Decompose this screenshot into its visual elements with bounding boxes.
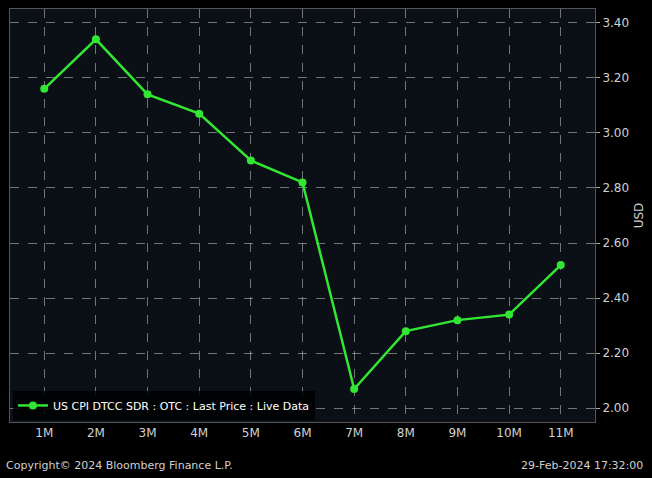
svg-text:2M: 2M <box>87 426 105 440</box>
svg-text:9M: 9M <box>448 426 466 440</box>
svg-text:5M: 5M <box>242 426 260 440</box>
svg-text:3.40: 3.40 <box>602 16 629 30</box>
svg-text:1M: 1M <box>35 426 53 440</box>
svg-text:3M: 3M <box>139 426 157 440</box>
svg-text:Copyright© 2024 Bloomberg Fina: Copyright© 2024 Bloomberg Finance L.P. <box>6 459 233 472</box>
svg-text:2.60: 2.60 <box>602 236 629 250</box>
svg-text:8M: 8M <box>397 426 415 440</box>
svg-text:11M: 11M <box>548 426 574 440</box>
svg-text:US CPI DTCC SDR : OTC : Last P: US CPI DTCC SDR : OTC : Last Price : Liv… <box>53 400 309 413</box>
svg-text:USD: USD <box>632 203 646 229</box>
svg-text:2.40: 2.40 <box>602 291 629 305</box>
svg-text:3.00: 3.00 <box>602 126 629 140</box>
svg-text:29-Feb-2024 17:32:00: 29-Feb-2024 17:32:00 <box>521 459 643 472</box>
svg-text:6M: 6M <box>294 426 312 440</box>
svg-text:7M: 7M <box>345 426 363 440</box>
svg-text:2.20: 2.20 <box>602 346 629 360</box>
svg-text:2.00: 2.00 <box>602 401 629 415</box>
svg-text:10M: 10M <box>496 426 522 440</box>
svg-text:4M: 4M <box>190 426 208 440</box>
svg-text:3.20: 3.20 <box>602 71 629 85</box>
svg-text:2.80: 2.80 <box>602 181 629 195</box>
